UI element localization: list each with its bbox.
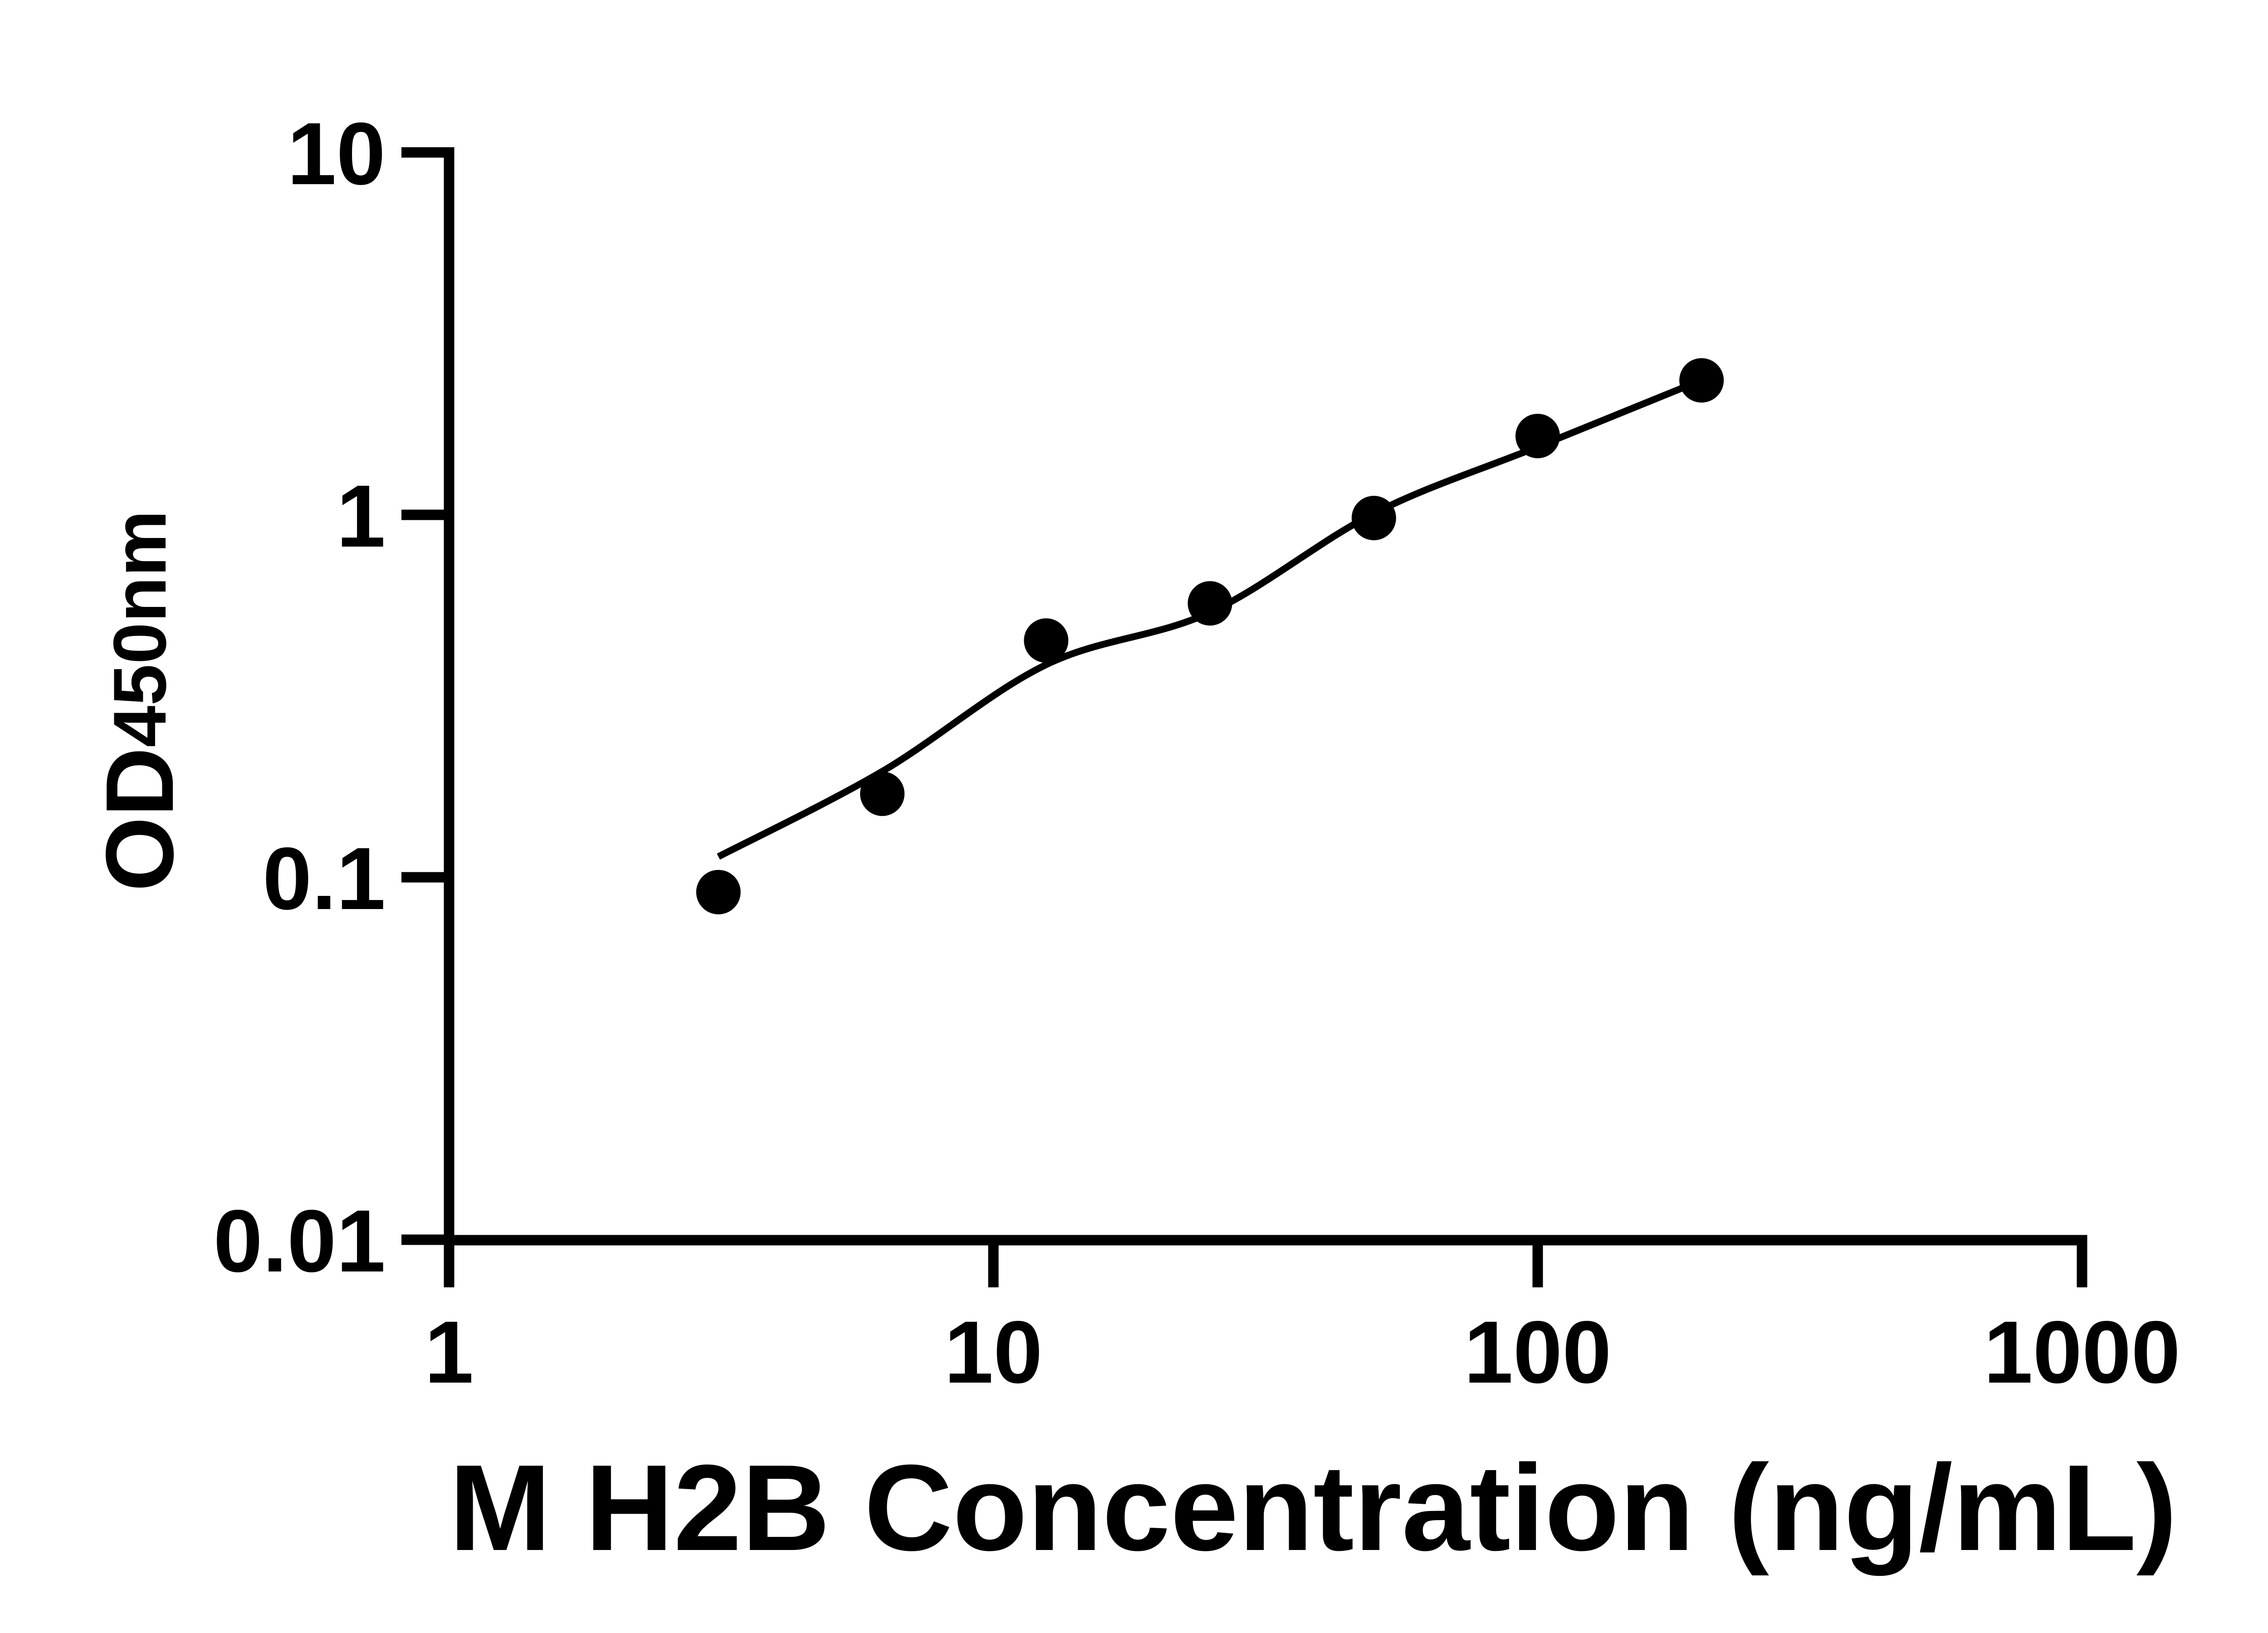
y-tick-label: 0.01 [213, 1192, 386, 1291]
y-tick-label: 1 [337, 467, 386, 566]
x-tick-label: 1000 [1984, 1303, 2180, 1402]
data-point [1515, 414, 1560, 459]
data-point [1024, 618, 1069, 663]
x-tick-label: 10 [944, 1303, 1043, 1402]
data-point [1679, 358, 1724, 403]
data-point [1351, 496, 1396, 540]
x-tick-label: 1 [425, 1303, 474, 1402]
y-tick-label: 0.1 [263, 829, 386, 928]
x-tick-label: 100 [1464, 1303, 1611, 1402]
data-point [860, 771, 905, 816]
data-point [1188, 581, 1232, 626]
y-axis-title-main: OD [86, 747, 193, 892]
y-tick-label: 10 [287, 104, 386, 203]
data-point [696, 870, 741, 914]
y-axis-title-subscript: 450nm [98, 510, 181, 748]
x-axis-title: M H2B Concentration (ng/mL) [449, 1440, 2177, 1576]
y-axis-title: OD 450nm [44, 247, 235, 1154]
